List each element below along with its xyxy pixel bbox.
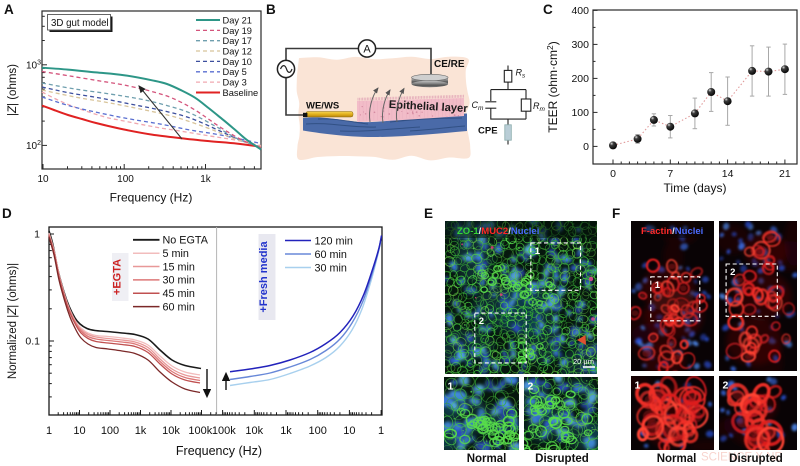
svg-text:21: 21 (779, 168, 791, 180)
svg-text:+EGTA: +EGTA (112, 259, 124, 295)
svg-text:Rs: Rs (516, 68, 527, 80)
svg-text:Rm: Rm (533, 101, 546, 113)
svg-text:1: 1 (635, 379, 641, 391)
svg-text:3D gut model: 3D gut model (51, 18, 109, 29)
svg-text:E: E (424, 206, 433, 221)
svg-text:1: 1 (534, 246, 540, 257)
svg-text:SCIENCE X NE: SCIENCE X NE (701, 452, 782, 464)
svg-text:F: F (612, 206, 620, 221)
svg-text:Day 3: Day 3 (223, 78, 247, 88)
svg-text:CE/RE: CE/RE (434, 59, 465, 70)
svg-text:ZO-1/MUC2/Nuclei: ZO-1/MUC2/Nuclei (457, 226, 539, 237)
svg-text:No EGTA: No EGTA (163, 235, 209, 247)
svg-text:Frequency (Hz): Frequency (Hz) (176, 444, 262, 458)
svg-text:100: 100 (309, 425, 327, 437)
svg-text:Epithelial layer: Epithelial layer (388, 99, 468, 115)
svg-text:10: 10 (73, 425, 85, 437)
svg-text:0: 0 (610, 168, 616, 180)
svg-text:120 min: 120 min (315, 235, 353, 247)
svg-text:Day 5: Day 5 (223, 67, 247, 77)
svg-text:Normal: Normal (467, 453, 507, 465)
svg-text:TEER (ohm·cm2): TEER (ohm·cm2) (545, 41, 560, 132)
svg-text:100k: 100k (212, 425, 236, 437)
svg-text:Day 10: Day 10 (223, 57, 252, 67)
svg-text:15 min: 15 min (163, 261, 195, 273)
svg-text:Normalized |Z| (ohms)|: Normalized |Z| (ohms)| (7, 263, 19, 379)
svg-text:10k: 10k (245, 425, 263, 437)
svg-text:2: 2 (730, 267, 735, 278)
svg-text:1k: 1k (280, 425, 292, 437)
svg-text:100: 100 (101, 425, 119, 437)
svg-text:30 min: 30 min (163, 275, 195, 287)
svg-text:7: 7 (667, 168, 673, 180)
svg-text:A: A (363, 44, 371, 56)
svg-text:2: 2 (722, 379, 728, 391)
svg-text:102: 102 (26, 140, 41, 152)
svg-text:200: 200 (571, 73, 589, 85)
svg-text:1: 1 (448, 381, 454, 393)
svg-text:300: 300 (571, 39, 589, 51)
svg-text:D: D (2, 206, 12, 221)
svg-text:Baseline: Baseline (223, 88, 259, 98)
svg-text:100: 100 (117, 174, 134, 185)
svg-text:60 min: 60 min (315, 249, 347, 261)
svg-text:1: 1 (655, 280, 661, 291)
svg-text:60 min: 60 min (163, 301, 195, 313)
svg-text:2: 2 (478, 316, 483, 327)
svg-text:Day 17: Day 17 (223, 36, 252, 46)
svg-text:Disrupted: Disrupted (535, 453, 589, 465)
svg-text:CPE: CPE (478, 126, 498, 137)
svg-text:Frequency (Hz): Frequency (Hz) (110, 191, 193, 205)
svg-text:10k: 10k (162, 425, 180, 437)
svg-text:100k: 100k (188, 425, 212, 437)
svg-text:B: B (266, 2, 276, 17)
svg-text:103: 103 (26, 59, 41, 71)
svg-text:10: 10 (37, 174, 49, 185)
svg-text:Disrupted: Disrupted (729, 453, 783, 465)
svg-text:400: 400 (571, 5, 589, 17)
svg-text:0: 0 (583, 141, 589, 153)
svg-text:5 min: 5 min (163, 248, 189, 260)
svg-text:1k: 1k (135, 425, 147, 437)
svg-text:0.1: 0.1 (25, 336, 40, 348)
svg-text:2: 2 (527, 381, 533, 393)
svg-text:30 min: 30 min (315, 262, 347, 274)
svg-text:Time (days): Time (days) (664, 181, 727, 195)
svg-text:14: 14 (722, 168, 734, 180)
svg-text:10: 10 (343, 425, 355, 437)
svg-text:45 min: 45 min (163, 288, 195, 300)
svg-text:Day 12: Day 12 (223, 46, 252, 56)
svg-text:WE/WS: WE/WS (306, 101, 339, 112)
svg-text:F-actin/Nuclei: F-actin/Nuclei (641, 226, 703, 237)
svg-text:100: 100 (571, 107, 589, 119)
svg-text:Day 19: Day 19 (223, 26, 252, 36)
svg-text:+Fresh media: +Fresh media (258, 241, 270, 313)
svg-text:Day 21: Day 21 (223, 15, 252, 25)
svg-text:|Z| (ohms): |Z| (ohms) (7, 64, 19, 116)
svg-text:20 µm: 20 µm (573, 357, 594, 366)
svg-text:1k: 1k (200, 174, 212, 185)
svg-text:1: 1 (34, 229, 40, 241)
svg-text:C: C (543, 2, 553, 17)
svg-text:1: 1 (378, 425, 384, 437)
svg-text:Normal: Normal (657, 453, 697, 465)
svg-text:1: 1 (46, 425, 52, 437)
svg-text:Cm: Cm (472, 100, 485, 112)
svg-text:A: A (4, 2, 14, 17)
